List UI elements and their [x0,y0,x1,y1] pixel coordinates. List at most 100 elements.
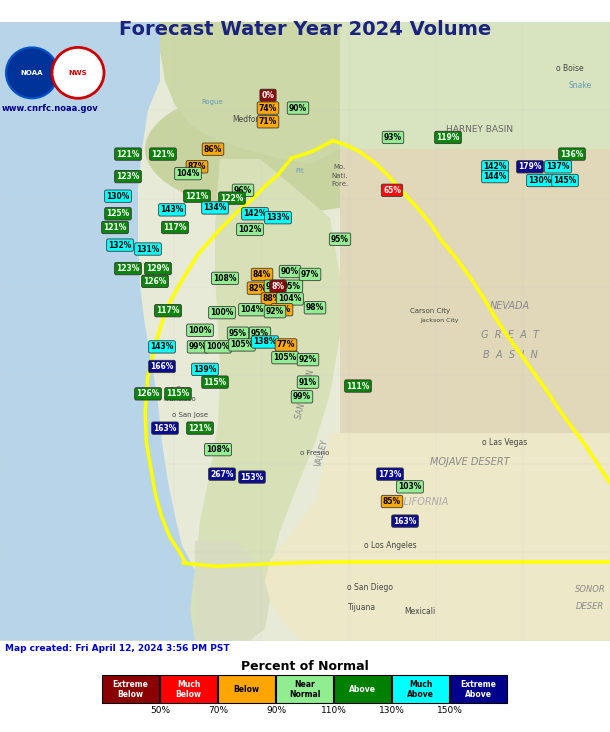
Text: Snake: Snake [569,81,592,90]
Text: 93%: 93% [384,133,402,142]
Text: 86%: 86% [204,145,222,154]
Text: 130%: 130% [106,192,130,201]
Text: MOJAVE DESERT: MOJAVE DESERT [430,458,510,467]
Text: Tijuana: Tijuana [348,602,376,612]
Text: 117%: 117% [156,306,180,315]
Text: Nati.: Nati. [332,173,348,179]
Text: o San Jose: o San Jose [172,412,208,419]
Text: 150%: 150% [437,706,463,715]
Text: 139%: 139% [193,365,217,374]
Text: Mexicali: Mexicali [404,607,436,616]
FancyBboxPatch shape [160,676,217,703]
Text: Near
Normal: Near Normal [289,679,320,699]
Text: 132%: 132% [109,241,132,250]
Text: 115%: 115% [203,378,227,386]
Text: 145%: 145% [553,176,576,185]
Text: 103%: 103% [398,482,422,491]
Text: 121%: 121% [188,424,212,433]
Text: 119%: 119% [436,133,460,142]
Text: B  A  S  I  N: B A S I N [483,350,537,359]
Text: 95%: 95% [331,235,349,244]
Text: 70%: 70% [208,706,228,715]
Text: 95%: 95% [229,329,247,337]
Bar [340,149,610,492]
Text: Above: Above [349,684,376,694]
Text: 110%: 110% [321,706,347,715]
Text: 125%: 125% [106,209,129,218]
Polygon shape [195,541,270,640]
Text: 90%: 90% [289,104,307,113]
Bar [340,22,610,149]
Text: 126%: 126% [136,389,160,398]
Circle shape [52,48,104,98]
Text: 142%: 142% [243,209,267,218]
Text: 97%: 97% [301,270,319,279]
Text: 71%: 71% [259,117,277,127]
Text: 163%: 163% [393,517,417,526]
Text: 111%: 111% [346,381,370,391]
Text: Map created: Fri April 12, 2024 3:56 PM PST: Map created: Fri April 12, 2024 3:56 PM … [5,644,229,654]
Text: 134%: 134% [203,203,227,212]
Text: CALIFORNIA: CALIFORNIA [391,496,449,507]
Text: o Las Vegas: o Las Vegas [483,438,528,447]
Text: SONOR: SONOR [575,585,605,594]
Polygon shape [265,433,610,640]
Text: Fore.: Fore. [331,182,349,187]
Text: 129%: 129% [146,264,170,273]
Text: 123%: 123% [117,264,140,273]
Text: 123%: 123% [117,172,140,181]
Text: 89%: 89% [273,305,291,314]
Text: 96%: 96% [234,186,252,195]
Text: Extreme
Below: Extreme Below [113,679,148,699]
Polygon shape [190,159,340,640]
Text: 115%: 115% [167,389,190,398]
Text: 126%: 126% [143,277,167,285]
FancyBboxPatch shape [392,676,449,703]
Text: 92%: 92% [266,307,284,316]
Text: 92%: 92% [299,355,317,364]
Text: 105%: 105% [273,353,296,362]
Text: 131%: 131% [136,244,160,253]
Text: Jackson City: Jackson City [421,318,459,323]
Text: Much
Above: Much Above [407,679,434,699]
FancyBboxPatch shape [276,676,333,703]
Text: 121%: 121% [103,223,127,232]
Text: 117%: 117% [163,223,187,232]
Text: 65%: 65% [383,186,401,195]
Text: Extreme
Above: Extreme Above [461,679,497,699]
FancyBboxPatch shape [218,676,275,703]
Text: 104%: 104% [278,294,302,304]
FancyBboxPatch shape [334,676,391,703]
Text: Francisco: Francisco [163,396,196,402]
Text: 100%: 100% [210,308,234,317]
Text: 121%: 121% [185,192,209,201]
Text: o San: o San [170,386,190,392]
Text: 104%: 104% [176,169,199,178]
Text: 267%: 267% [210,470,234,479]
Text: Pit: Pit [296,168,304,173]
Text: Much
Below: Much Below [176,679,201,699]
Text: Forecast Water Year 2024 Volume: Forecast Water Year 2024 Volume [119,20,491,40]
Text: 50%: 50% [150,706,170,715]
Text: 138%: 138% [253,337,277,346]
Text: 91%: 91% [299,378,317,386]
Text: NWS: NWS [69,70,87,76]
Text: Mo.: Mo. [334,164,346,170]
Text: 108%: 108% [214,274,237,283]
Text: 90%: 90% [281,267,299,276]
Text: o Los Angeles: o Los Angeles [364,541,416,550]
Text: NEVADA: NEVADA [490,301,530,311]
Text: DESER: DESER [576,602,604,610]
Text: Percent of Normal: Percent of Normal [241,660,369,673]
Ellipse shape [145,86,425,213]
Text: 84%: 84% [253,270,271,279]
Text: 95%: 95% [283,282,301,291]
Text: 136%: 136% [561,149,584,159]
Text: 130%: 130% [528,176,551,185]
Text: o Boise: o Boise [556,64,584,73]
Text: 99%: 99% [293,392,311,401]
Text: Carson City: Carson City [410,307,450,314]
Text: 166%: 166% [150,362,174,371]
Circle shape [6,48,58,98]
Text: 90%: 90% [266,706,286,715]
